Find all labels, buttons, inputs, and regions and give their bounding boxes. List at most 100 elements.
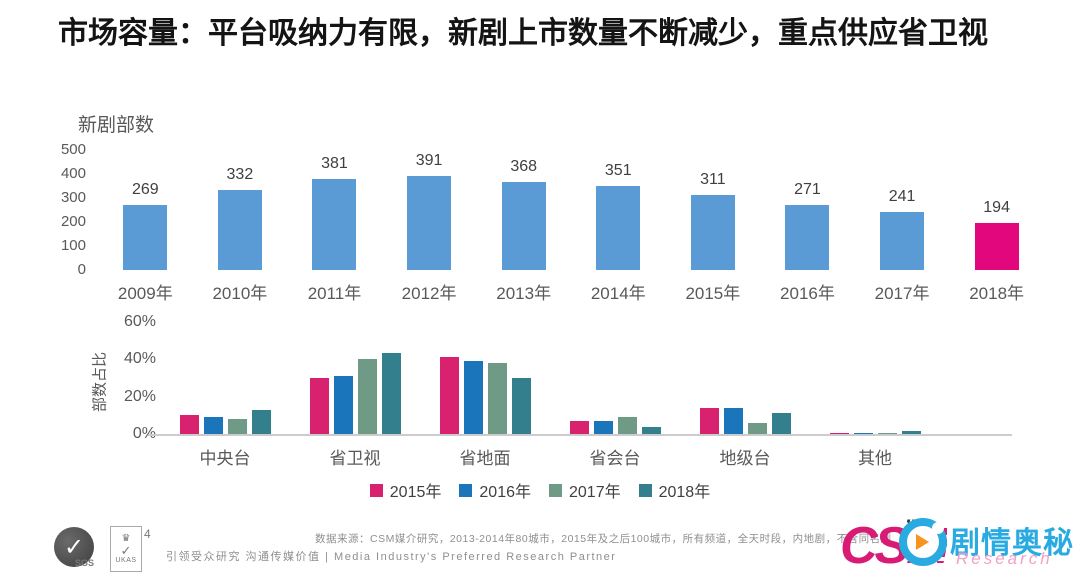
footer-tagline: 引领受众研究 沟通传媒价值 | Media Industry's Preferr… [166, 548, 616, 564]
top-chart-bar-group: 311 [666, 140, 761, 270]
top-chart-bar [785, 205, 829, 270]
legend-item: 2017年 [549, 478, 621, 502]
top-chart-category-label: 2018年 [949, 279, 1044, 304]
top-chart-category-label: 2015年 [666, 279, 761, 304]
legend-label: 2018年 [659, 478, 711, 502]
bottom-chart-bar [228, 419, 247, 434]
top-chart-category-label: 2014年 [571, 279, 666, 304]
watermark-subtitle: Research [956, 549, 1053, 569]
bottom-chart-bar [570, 421, 589, 434]
top-chart-value-label: 194 [983, 199, 1010, 217]
bottom-chart-category-label: 其他 [810, 444, 940, 469]
bottom-chart-bar-group [810, 320, 940, 434]
top-chart-bar-group: 381 [287, 140, 382, 270]
legend-label: 2015年 [390, 478, 442, 502]
slide: 市场容量：平台吸纳力有限，新剧上市数量不断减少，重点供应省卫视 新剧部数 010… [0, 0, 1080, 574]
bottom-chart-category-label: 省地面 [420, 444, 550, 469]
bottom-chart-category-label: 省会台 [550, 444, 680, 469]
bottom-chart-bar [772, 413, 791, 434]
bottom-chart-ytick: 20% [100, 388, 156, 406]
bottom-chart-bar [310, 378, 329, 434]
top-chart-value-label: 368 [510, 158, 537, 176]
top-chart-category-label: 2011年 [287, 279, 382, 304]
legend-swatch [459, 484, 472, 497]
top-chart-value-label: 381 [321, 155, 348, 173]
bottom-chart-category-label: 地级台 [680, 444, 810, 469]
bottom-chart-baseline [148, 434, 1012, 436]
bottom-chart-bar [642, 427, 661, 435]
top-chart-x-axis: 2009年2010年2011年2012年2013年2014年2015年2016年… [98, 279, 1044, 304]
bottom-chart-bar [724, 408, 743, 434]
top-chart-value-label: 332 [227, 166, 254, 184]
legend-swatch [370, 484, 383, 497]
top-chart-bar [312, 179, 356, 270]
bottom-chart-bar-group [680, 320, 810, 434]
top-chart-category-label: 2009年 [98, 279, 193, 304]
top-chart-plot-area: 269 332 381 391 368 351 311 271 241 194 [98, 140, 1044, 270]
top-chart-ytick: 200 [30, 213, 86, 230]
bottom-chart-bar [488, 363, 507, 434]
ukas-check-icon: ✓ [121, 544, 132, 557]
bottom-chart-bar [594, 421, 613, 434]
top-chart-ytick: 400 [30, 165, 86, 182]
top-chart-bar-group: 271 [760, 140, 855, 270]
bottom-chart-bar-group [290, 320, 420, 434]
page-number: 4 [144, 527, 151, 541]
top-chart-bar [880, 212, 924, 270]
top-chart-value-label: 311 [700, 171, 726, 189]
top-chart-bar-group: 194 [949, 140, 1044, 270]
sgs-label: SGS [75, 558, 94, 568]
chart-legend: 2015年 2016年 2017年 2018年 [0, 478, 1080, 502]
bottom-chart-ytick: 60% [100, 313, 156, 331]
top-chart-value-label: 351 [605, 162, 632, 180]
legend-label: 2017年 [569, 478, 621, 502]
top-chart-bar-group: 391 [382, 140, 477, 270]
bottom-chart-x-axis: 中央台省卫视省地面省会台地级台其他 [160, 444, 940, 469]
watermark-play-icon [899, 518, 947, 566]
bottom-chart-bar [830, 433, 849, 434]
top-chart-bar [218, 190, 262, 270]
top-chart-category-label: 2010年 [193, 279, 288, 304]
top-chart-bar-group: 351 [571, 140, 666, 270]
bottom-chart-bar-group [160, 320, 290, 434]
top-chart-ytick: 0 [30, 261, 86, 278]
slide-title: 市场容量：平台吸纳力有限，新剧上市数量不断减少，重点供应省卫视 [58, 8, 1048, 52]
top-chart-bar [596, 186, 640, 270]
csm-logo-cs: CS [840, 517, 906, 574]
top-chart-bar-group: 269 [98, 140, 193, 270]
bottom-chart-bar [512, 378, 531, 434]
legend-item: 2015年 [370, 478, 442, 502]
bottom-chart-bar [204, 417, 223, 434]
legend-item: 2016年 [459, 478, 531, 502]
bottom-chart-bar [700, 408, 719, 434]
top-chart-category-label: 2013年 [476, 279, 571, 304]
bottom-chart-category-label: 中央台 [160, 444, 290, 469]
bottom-chart-category-label: 省卫视 [290, 444, 420, 469]
bottom-chart-bar [358, 359, 377, 434]
bottom-chart-bar [382, 353, 401, 434]
top-chart-bar [691, 195, 735, 270]
data-source-note: 数据来源：CSM媒介研究，2013-2014年80城市，2015年及之后100城… [315, 531, 892, 546]
legend-item: 2018年 [639, 478, 711, 502]
top-chart-bar-group: 368 [476, 140, 571, 270]
top-chart-axis-title: 新剧部数 [78, 110, 154, 137]
top-chart-value-label: 269 [132, 181, 159, 199]
top-chart-bar [407, 176, 451, 270]
legend-swatch [549, 484, 562, 497]
bottom-chart-bar [748, 423, 767, 434]
top-chart-ytick: 300 [30, 189, 86, 206]
bottom-chart-bar [440, 357, 459, 434]
top-chart-value-label: 241 [889, 188, 916, 206]
bottom-chart-bar [252, 410, 271, 434]
top-chart-category-label: 2016年 [760, 279, 855, 304]
bottom-chart-bar [878, 433, 897, 434]
bottom-chart-bar [618, 417, 637, 434]
legend-label: 2016年 [479, 478, 531, 502]
top-chart-bar [975, 223, 1019, 270]
bottom-chart-bar [180, 415, 199, 434]
top-chart-bar-group: 332 [193, 140, 288, 270]
ukas-label: UKAS [115, 557, 136, 564]
top-chart-bar [502, 182, 546, 270]
legend-swatch [639, 484, 652, 497]
bottom-chart-bar-group [420, 320, 550, 434]
